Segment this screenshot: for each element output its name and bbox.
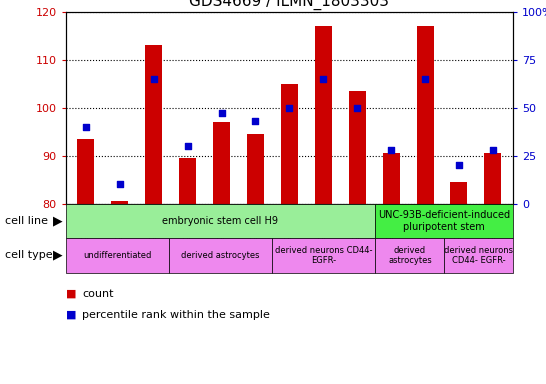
- Text: derived astrocytes: derived astrocytes: [181, 251, 260, 260]
- Point: [150, 76, 158, 82]
- Bar: [145, 45, 162, 204]
- Bar: [247, 134, 264, 204]
- Text: cell line: cell line: [5, 216, 49, 226]
- Bar: [417, 26, 434, 204]
- Point: [387, 147, 395, 153]
- Bar: [349, 91, 366, 204]
- Bar: [179, 158, 196, 204]
- Text: ■: ■: [66, 289, 76, 299]
- Point: [285, 104, 294, 111]
- Point: [81, 124, 90, 130]
- Text: UNC-93B-deficient-induced
pluripotent stem: UNC-93B-deficient-induced pluripotent st…: [378, 210, 511, 232]
- Text: ■: ■: [66, 310, 76, 320]
- Title: GDS4669 / ILMN_1803303: GDS4669 / ILMN_1803303: [189, 0, 389, 10]
- Point: [489, 147, 497, 153]
- Text: derived
astrocytes: derived astrocytes: [388, 246, 432, 265]
- Bar: [111, 201, 128, 204]
- Point: [455, 162, 464, 168]
- Point: [183, 143, 192, 149]
- Bar: [281, 84, 298, 204]
- Point: [115, 181, 124, 187]
- Point: [420, 76, 429, 82]
- Point: [217, 110, 226, 116]
- Text: embryonic stem cell H9: embryonic stem cell H9: [163, 216, 278, 226]
- Text: cell type: cell type: [5, 250, 53, 260]
- Text: percentile rank within the sample: percentile rank within the sample: [82, 310, 270, 320]
- Point: [353, 104, 361, 111]
- Bar: [315, 26, 332, 204]
- Text: derived neurons
CD44- EGFR-: derived neurons CD44- EGFR-: [444, 246, 513, 265]
- Point: [251, 118, 260, 124]
- Point: [319, 76, 328, 82]
- Text: undifferentiated: undifferentiated: [83, 251, 151, 260]
- Text: derived neurons CD44-
EGFR-: derived neurons CD44- EGFR-: [275, 246, 372, 265]
- Bar: [78, 139, 94, 204]
- Bar: [213, 122, 230, 204]
- Bar: [383, 153, 400, 204]
- Text: ▶: ▶: [52, 214, 62, 227]
- Bar: [450, 182, 467, 204]
- Text: ▶: ▶: [52, 249, 62, 262]
- Bar: [484, 153, 501, 204]
- Text: count: count: [82, 289, 114, 299]
